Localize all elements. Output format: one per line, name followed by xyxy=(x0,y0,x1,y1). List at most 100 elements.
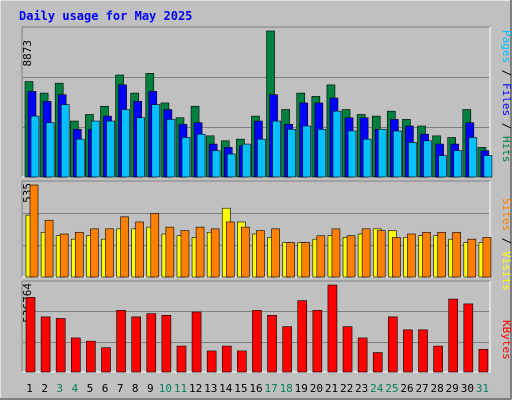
bar-sites-day-16 xyxy=(256,230,265,278)
day-label-19: 19 xyxy=(295,382,308,395)
bar-pages-day-7 xyxy=(121,109,130,178)
bar-pages-day-15 xyxy=(242,143,251,178)
bar-pages-day-21 xyxy=(332,110,342,178)
day-label-23: 23 xyxy=(355,382,368,395)
bar-pages-day-2 xyxy=(45,122,55,178)
day-label-17: 17 xyxy=(264,382,277,395)
bar-sites-day-30 xyxy=(467,238,477,278)
bar-pages-day-17 xyxy=(272,120,281,178)
chart-title: Daily usage for May 2025 xyxy=(19,9,192,23)
bar-pages-day-26 xyxy=(408,142,417,178)
bar-kbytes-day-14 xyxy=(221,345,232,373)
bar-pages-day-30 xyxy=(468,137,478,178)
bar-sites-day-28 xyxy=(437,231,446,278)
bar-pages-day-9 xyxy=(151,104,161,178)
bar-pages-day-28 xyxy=(438,155,447,178)
bar-kbytes-day-21 xyxy=(327,284,338,373)
day-label-14: 14 xyxy=(219,382,233,395)
day-label-30: 30 xyxy=(461,382,474,395)
bar-kbytes-day-28 xyxy=(433,345,443,373)
bar-kbytes-day-2 xyxy=(40,316,51,373)
bar-sites-day-26 xyxy=(407,233,416,278)
bar-kbytes-day-25 xyxy=(388,316,398,373)
panel-bottom: 536764KBytes xyxy=(21,280,512,373)
legend-sites: Sites xyxy=(500,198,512,231)
bar-pages-day-4 xyxy=(75,138,85,178)
bar-pages-day-6 xyxy=(106,120,115,178)
bar-sites-day-18 xyxy=(286,242,295,278)
day-label-11: 11 xyxy=(174,382,187,395)
bar-kbytes-day-30 xyxy=(463,303,474,373)
bar-pages-day-25 xyxy=(393,130,402,178)
panel-bottom-side-legend: KBytes xyxy=(500,320,512,360)
bar-sites-day-13 xyxy=(210,228,220,278)
panel-top-side-legend: Pages / Files / Hits xyxy=(500,30,512,163)
bar-sites-day-11 xyxy=(180,230,190,278)
bar-sites-day-23 xyxy=(361,228,371,278)
bar-pages-day-13 xyxy=(211,150,221,178)
legend-hits: Hits xyxy=(500,136,512,163)
bar-pages-day-23 xyxy=(362,138,372,178)
day-label-12: 12 xyxy=(189,382,202,395)
panel-top: 8873 Pages / Files / Hits xyxy=(21,26,512,178)
bar-kbytes-day-1 xyxy=(25,297,36,373)
bar-kbytes-day-5 xyxy=(86,340,96,373)
bar-kbytes-day-23 xyxy=(357,337,368,373)
bar-pages-day-18 xyxy=(287,128,296,178)
bar-pages-day-14 xyxy=(226,153,236,178)
bar-pages-day-29 xyxy=(453,150,463,178)
bar-kbytes-day-6 xyxy=(101,347,111,373)
day-label-22: 22 xyxy=(340,382,353,395)
bar-sites-day-5 xyxy=(90,228,99,278)
bar-sites-day-31 xyxy=(482,237,492,278)
legend-visits: Visits xyxy=(500,251,512,291)
bar-kbytes-day-16 xyxy=(252,310,262,373)
bar-sites-day-20 xyxy=(316,235,326,278)
day-label-21: 21 xyxy=(325,382,338,395)
day-label-2: 2 xyxy=(41,382,48,395)
day-label-8: 8 xyxy=(132,382,139,395)
bar-sites-day-22 xyxy=(346,235,356,278)
bar-pages-day-27 xyxy=(423,140,432,178)
legend-pages: Pages xyxy=(500,30,512,63)
bar-sites-day-8 xyxy=(135,221,144,278)
bar-pages-day-22 xyxy=(347,130,357,178)
day-label-16: 16 xyxy=(249,382,262,395)
bar-sites-day-3 xyxy=(59,233,69,278)
legend-files: Files xyxy=(500,83,512,116)
bar-pages-day-24 xyxy=(377,128,387,178)
bar-sites-day-19 xyxy=(301,242,311,278)
bar-sites-day-6 xyxy=(105,228,114,278)
day-label-10: 10 xyxy=(159,382,172,395)
day-label-4: 4 xyxy=(72,382,79,395)
bar-kbytes-day-10 xyxy=(161,314,172,373)
legend-separator: / xyxy=(500,116,512,136)
bar-kbytes-day-19 xyxy=(297,300,308,373)
day-label-5: 5 xyxy=(87,382,94,395)
bar-kbytes-day-22 xyxy=(342,326,353,373)
bar-kbytes-day-18 xyxy=(282,326,292,373)
bar-kbytes-day-11 xyxy=(176,345,187,373)
bar-kbytes-day-12 xyxy=(191,311,202,373)
day-label-24: 24 xyxy=(370,382,384,395)
bar-sites-day-7 xyxy=(120,216,129,278)
bar-pages-day-16 xyxy=(257,138,266,178)
bar-kbytes-day-17 xyxy=(267,314,277,373)
day-label-27: 27 xyxy=(415,382,428,395)
day-axis-labels: 1 2 3 4 5 6 7 8 9 10 11 12 13 14 15 16 17 18 19 20 21 22 23 24 2… xyxy=(26,382,489,395)
bar-sites-day-25 xyxy=(392,237,401,278)
bar-sites-day-2 xyxy=(44,219,54,278)
legend-separator: / xyxy=(500,231,512,251)
day-label-20: 20 xyxy=(310,382,323,395)
day-label-18: 18 xyxy=(280,382,293,395)
bar-kbytes-day-7 xyxy=(116,310,126,373)
bar-kbytes-day-24 xyxy=(372,352,383,373)
bar-pages-day-8 xyxy=(136,117,145,178)
bar-pages-day-5 xyxy=(91,120,100,178)
bar-sites-day-14 xyxy=(225,221,235,278)
day-label-13: 13 xyxy=(204,382,217,395)
